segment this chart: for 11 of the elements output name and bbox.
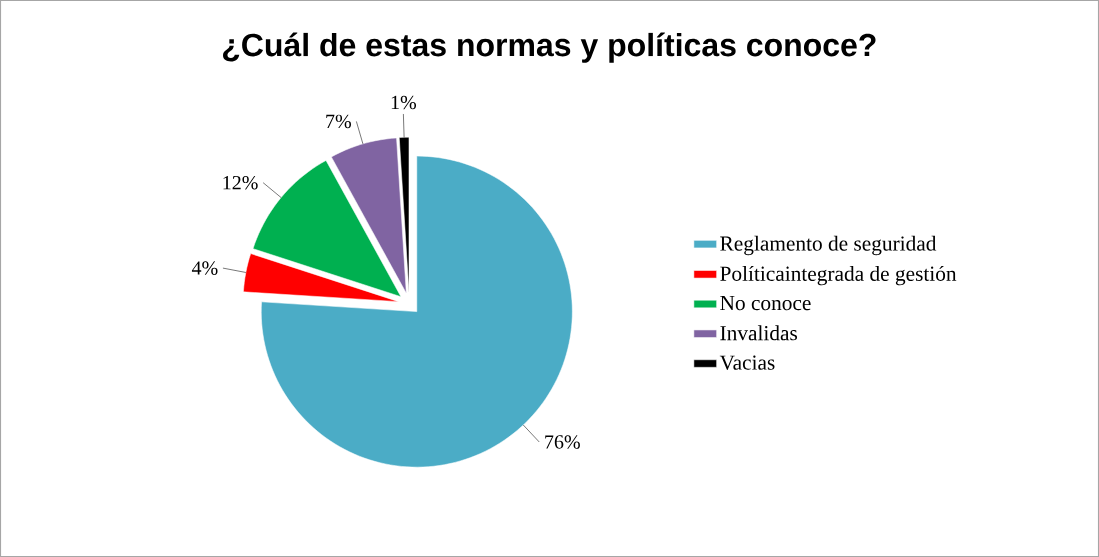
- data-label: 1%: [391, 95, 417, 110]
- data-label: 7%: [326, 114, 351, 129]
- data-label: 4%: [191, 261, 218, 275]
- legend-label: Vacias: [719, 355, 775, 370]
- legend-label: Invalidas: [720, 325, 798, 341]
- data-label: 12%: [223, 175, 258, 190]
- data-label: 76%: [545, 435, 580, 449]
- legend-label: No conoce: [720, 296, 811, 311]
- legend-label: Reglamento de seguridad: [720, 235, 937, 256]
- chart-title: ¿Cuál de estas normas y políticas conoce?: [223, 32, 876, 63]
- legend-label: Políticaintegrada de gestión: [720, 265, 957, 286]
